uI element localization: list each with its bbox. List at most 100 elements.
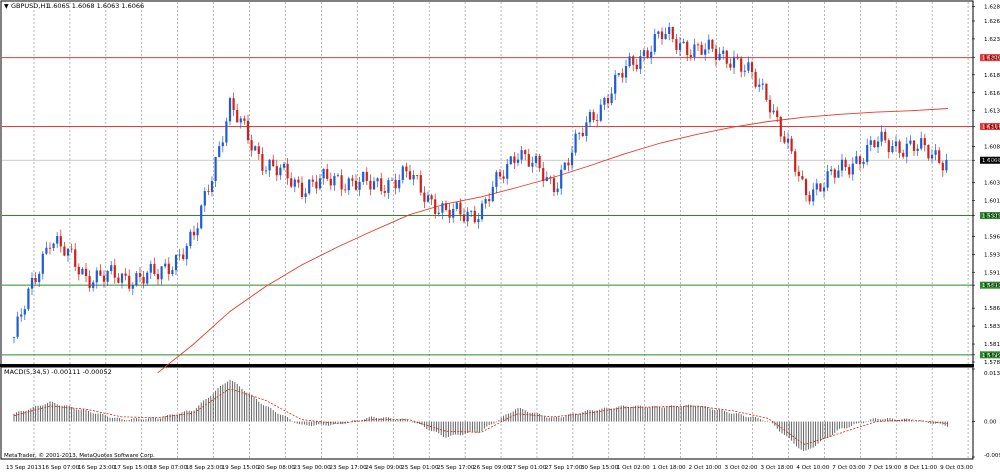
candle-body <box>542 168 545 182</box>
candle-body <box>851 163 854 175</box>
candle-body <box>725 50 728 64</box>
candle-body <box>578 132 581 134</box>
candle-body <box>722 50 725 54</box>
candle-body <box>250 140 253 151</box>
candle-body <box>732 56 736 68</box>
candle-body <box>603 98 606 105</box>
candle-body <box>408 171 412 180</box>
candle-body <box>646 50 649 58</box>
candle-body <box>311 179 314 182</box>
ohlc-label: 1.6065 1.6068 1.6063 1.6066 <box>47 2 144 10</box>
candle-body <box>524 150 527 155</box>
time-tick-label: 27 Sep 01:00 <box>509 465 547 471</box>
candle-body <box>275 166 278 176</box>
candle-body <box>484 199 487 204</box>
candle-body <box>426 195 430 202</box>
candle-body <box>401 166 404 180</box>
candle-body <box>81 268 84 275</box>
candle-body <box>185 245 188 260</box>
level-price-label: 1.5989 <box>982 214 1000 220</box>
candle-body <box>549 177 552 179</box>
price-tick-label: 1.5835 <box>984 324 1000 330</box>
candle-body <box>506 164 509 179</box>
time-tick-label: 25 Sep 01:00 <box>401 465 439 471</box>
macd-label: MACD(5,34,5) -0.00111 -0.00052 <box>4 368 112 376</box>
candle-body <box>873 140 876 148</box>
candle-body <box>189 231 192 246</box>
candle-body <box>192 231 196 236</box>
macd-signal-line <box>13 388 948 445</box>
candle-body <box>560 169 563 189</box>
candle-body <box>750 62 754 72</box>
candle-body <box>740 58 743 72</box>
candle-body <box>545 177 548 182</box>
candle-body <box>639 56 642 70</box>
candle-body <box>88 276 91 288</box>
candle-body <box>794 151 797 172</box>
candle-body <box>830 169 833 172</box>
candle-body <box>495 172 498 187</box>
candle-body <box>372 181 376 190</box>
time-tick-label: 1 Oct 18:00 <box>653 465 686 471</box>
candle-body <box>689 55 692 57</box>
candle-body <box>840 159 844 171</box>
candle-body <box>232 98 235 111</box>
candle-body <box>430 195 433 200</box>
symbol-dropdown-icon[interactable]: ▼ <box>4 3 9 10</box>
candle-body <box>225 121 228 143</box>
candle-body <box>315 181 318 189</box>
candle-body <box>488 199 491 202</box>
candle-body <box>653 34 656 52</box>
time-tick-label: 3 Oct 02:00 <box>725 465 758 471</box>
price-tick-label: 1.5989 <box>984 214 1000 220</box>
candle-body <box>632 56 635 65</box>
candle-body <box>322 169 325 179</box>
candle-body <box>768 99 772 113</box>
candle-body <box>113 265 116 278</box>
candle-body <box>354 180 358 190</box>
candle-body <box>167 263 170 275</box>
candle-body <box>718 53 721 60</box>
pane-separator[interactable] <box>0 364 974 367</box>
candle-body <box>365 171 368 181</box>
candle-body <box>826 171 829 188</box>
candle-body <box>686 41 689 56</box>
candle-body <box>581 132 584 137</box>
candle-body <box>902 152 905 157</box>
candle-body <box>812 189 815 202</box>
candle-body <box>286 163 289 179</box>
price-tick-label: 1.6160 <box>984 91 1000 97</box>
candle-body <box>585 122 588 137</box>
candle-body <box>441 203 444 213</box>
candle-body <box>437 212 440 214</box>
candle-body <box>855 156 858 164</box>
macd-histogram-layer <box>13 379 949 452</box>
time-tick-label: 4 Oct 10:00 <box>796 465 829 471</box>
time-tick-label: 16 Sep 23:00 <box>78 465 116 471</box>
candle-body <box>664 33 667 40</box>
macd-tick-label: 0.00 <box>984 420 997 426</box>
time-tick-label: 24 Sep 09:00 <box>365 465 403 471</box>
candle-body <box>520 150 523 160</box>
candle-body <box>228 98 232 122</box>
candle-body <box>34 277 37 283</box>
candle-body <box>398 179 401 189</box>
candle-body <box>898 141 901 153</box>
candle-body <box>149 263 152 273</box>
candle-body <box>99 270 102 276</box>
time-tick-label: 7 Oct 19:00 <box>868 465 901 471</box>
candle-body <box>516 159 520 163</box>
candle-body <box>650 51 653 58</box>
candle-body <box>891 146 894 153</box>
current-price-tag <box>980 156 1000 164</box>
candle-body <box>452 208 455 218</box>
time-tick-label: 30 Sep 15:00 <box>581 465 619 471</box>
candle-body <box>203 191 206 206</box>
candle-body <box>869 140 872 145</box>
candle-body <box>308 179 311 194</box>
time-tick-label: 17 Sep 15:00 <box>114 465 152 471</box>
candle-body <box>120 273 124 283</box>
